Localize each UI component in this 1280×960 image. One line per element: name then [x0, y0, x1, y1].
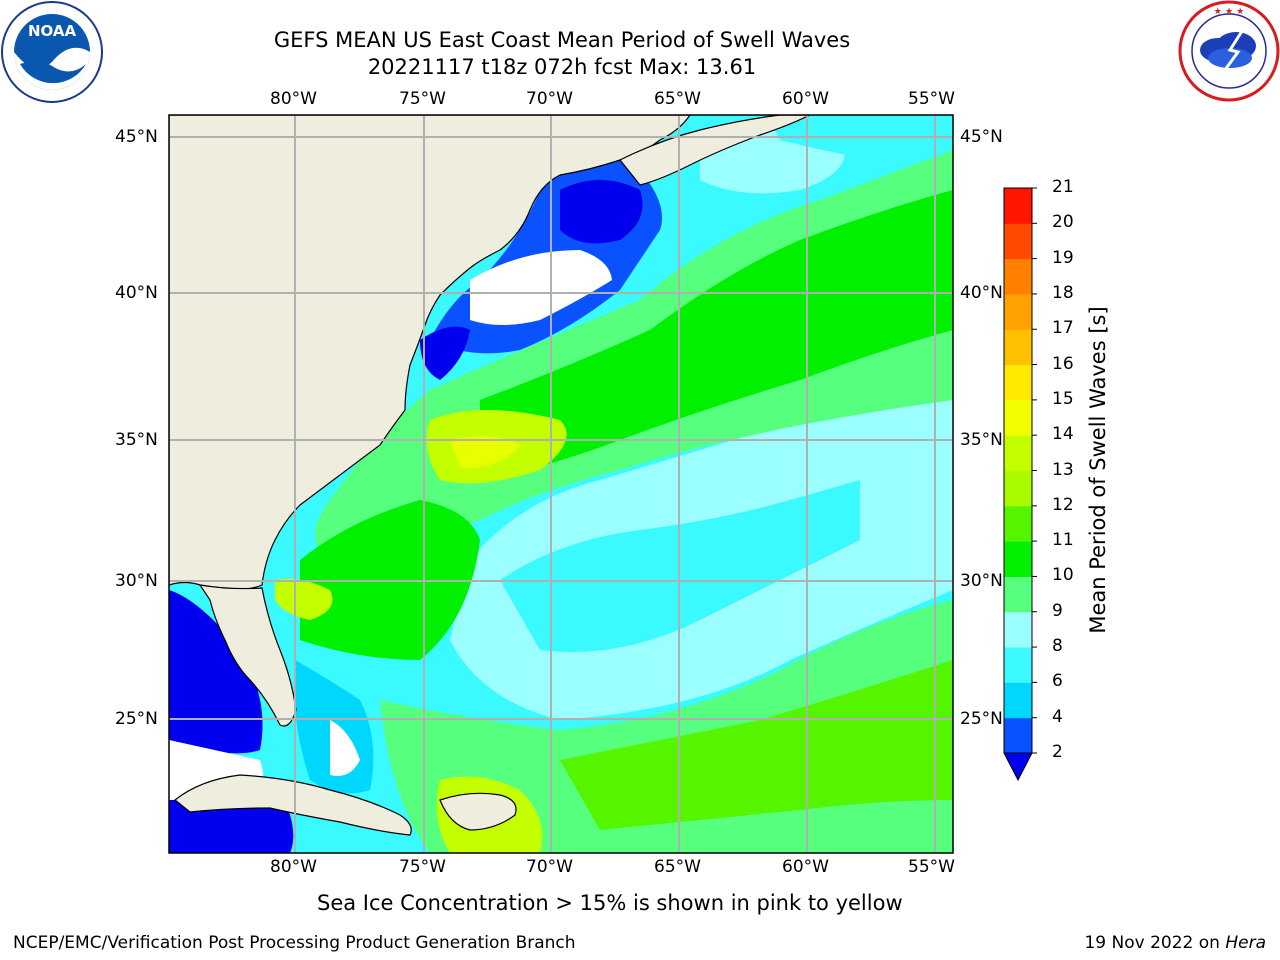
- lat-label-right-30n: 30°N: [960, 571, 1003, 591]
- lat-label-right-35n: 35°N: [960, 430, 1003, 450]
- lat-label-left-40n: 40°N: [115, 283, 158, 303]
- colorbar-segment: [1004, 399, 1032, 436]
- colorbar-segment: [1004, 364, 1032, 401]
- map-title-line1: GEFS MEAN US East Coast Mean Period of S…: [273, 28, 851, 52]
- footer-date: 19 Nov 2022 on Hera: [1084, 933, 1266, 953]
- lat-label-right-40n: 40°N: [960, 283, 1003, 303]
- footer-credit: NCEP/EMC/Verification Post Processing Pr…: [13, 933, 576, 953]
- colorbar-tick-label: 6: [1052, 671, 1063, 692]
- lat-label-left-45n: 45°N: [115, 127, 158, 147]
- svg-text:★ ★ ★: ★ ★ ★: [1214, 7, 1244, 17]
- colorbar-segment: [1004, 435, 1032, 471]
- lon-label-bottom-70w: 70°W: [526, 857, 573, 877]
- map-gridlines: [169, 115, 953, 853]
- colorbar-tick-label: 18: [1052, 282, 1074, 303]
- colorbar-tick-label: 8: [1052, 636, 1063, 657]
- lon-label-bottom-65w: 65°W: [654, 857, 701, 877]
- noaa-logo-text: NOAA: [28, 22, 77, 40]
- land-cuba: [174, 774, 412, 836]
- lon-label-bottom-75w: 75°W: [399, 857, 446, 877]
- land-north-america: [169, 115, 691, 591]
- lon-label-top-55w: 55°W: [908, 89, 955, 109]
- lon-label-top-65w: 65°W: [654, 89, 701, 109]
- lon-label-top-80w: 80°W: [270, 89, 317, 109]
- lon-label-top-70w: 70°W: [526, 89, 573, 109]
- footer-date-text: 19 Nov 2022 on: [1084, 933, 1226, 953]
- map-title-line2: 20221117 t18z 072h fcst Max: 13.61: [367, 55, 757, 79]
- colorbar-label: Mean Period of Swell Waves [s]: [1086, 306, 1110, 634]
- colorbar-tick-label: 13: [1052, 459, 1074, 480]
- lat-label-left-30n: 30°N: [115, 571, 158, 591]
- colorbar-tick-label: 2: [1052, 742, 1063, 762]
- lon-label-top-75w: 75°W: [399, 89, 446, 109]
- colorbar-segment: [1004, 611, 1032, 648]
- colorbar-segment: [1004, 329, 1032, 366]
- lat-label-right-25n: 25°N: [960, 709, 1003, 729]
- colorbar: [1003, 187, 1037, 782]
- colorbar-tick-label: 15: [1052, 388, 1074, 409]
- lat-label-right-45n: 45°N: [960, 127, 1003, 147]
- nws-logo-icon: ★ ★ ★: [1178, 0, 1280, 102]
- colorbar-segment: [1004, 717, 1032, 754]
- land-hispaniola: [439, 792, 517, 831]
- colorbar-segment: [1004, 505, 1032, 542]
- colorbar-tick-label: 17: [1052, 318, 1074, 339]
- colorbar-under-arrow: [1003, 752, 1033, 782]
- colorbar-segment: [1004, 682, 1032, 719]
- colorbar-tick-label: 14: [1052, 424, 1074, 445]
- colorbar-tick-label: 20: [1052, 212, 1074, 233]
- colorbar-segment: [1004, 647, 1032, 683]
- colorbar-tick-label: 12: [1052, 494, 1074, 515]
- colorbar-segment: [1004, 293, 1032, 330]
- colorbar-segment: [1004, 188, 1032, 224]
- colorbar-tick-label: 19: [1052, 247, 1074, 268]
- colorbar-tick-label: 10: [1052, 565, 1074, 586]
- map-frame: [168, 114, 954, 854]
- colorbar-segment: [1004, 223, 1032, 260]
- colorbar-segment: [1004, 470, 1032, 507]
- lat-label-left-35n: 35°N: [115, 430, 158, 450]
- noaa-logo-icon: NOAA: [1, 1, 103, 103]
- land-florida: [198, 584, 297, 727]
- colorbar-tick-label: 4: [1052, 706, 1063, 727]
- lat-label-left-25n: 25°N: [115, 709, 158, 729]
- colorbar-tick-label: 9: [1052, 600, 1063, 621]
- colorbar-tick-label: 16: [1052, 353, 1074, 374]
- colorbar-tick-label: 11: [1052, 530, 1074, 551]
- colorbar-segment: [1004, 576, 1032, 613]
- lon-label-bottom-55w: 55°W: [908, 857, 955, 877]
- colorbar-segment: [1004, 258, 1032, 295]
- colorbar-segment: [1004, 541, 1032, 577]
- sea-ice-note: Sea Ice Concentration > 15% is shown in …: [317, 891, 903, 915]
- footer-machine: Hera: [1225, 933, 1266, 953]
- colorbar-tick-label: 21: [1052, 177, 1074, 197]
- lon-label-bottom-80w: 80°W: [270, 857, 317, 877]
- lon-label-top-60w: 60°W: [782, 89, 829, 109]
- lon-label-bottom-60w: 60°W: [782, 857, 829, 877]
